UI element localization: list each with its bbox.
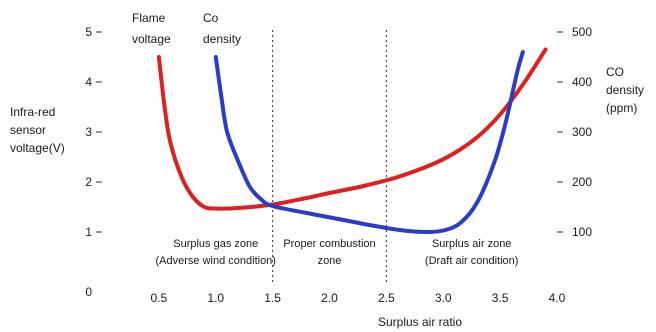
y-left-tick-label: 1: [85, 225, 92, 239]
series-label: voltage: [132, 32, 171, 46]
x-tick-label: 3.5: [492, 291, 509, 305]
zone-label: Surplus gas zone: [173, 238, 258, 250]
x-tick-label: 2.0: [321, 291, 338, 305]
y-right-axis-title: density: [606, 83, 644, 97]
y-right-axis-title: CO: [606, 65, 624, 79]
zone-label: Proper combustion: [283, 238, 375, 250]
zone-label: Surplus air zone: [432, 238, 512, 250]
series-label: density: [203, 32, 241, 46]
x-tick-label: 4.0: [549, 291, 566, 305]
zone-label: (Adverse wind condition): [156, 255, 276, 267]
y-left-axis-title: sensor: [10, 123, 46, 137]
y-left-tick-label: 4: [85, 75, 92, 89]
y-right-tick-label: 500: [572, 25, 592, 39]
y-right-axis-title: (ppm): [606, 101, 637, 115]
x-tick-label: 2.5: [378, 291, 395, 305]
y-right-tick-label: 100: [572, 225, 592, 239]
x-tick-label: 1.5: [264, 291, 281, 305]
series-label: Flame: [132, 11, 166, 25]
y-right-tick-label: 400: [572, 75, 592, 89]
series-line-co-density: [213, 50, 525, 234]
text-layer: 0.5 1.0 1.5 2.0 2.5 3.0 3.5 4.0 0 1 2 3 4 5 100 200 300 4…: [10, 11, 644, 329]
y-left-tick-label: 5: [85, 25, 92, 39]
y-left-tick-label: 3: [85, 125, 92, 139]
series-label: Co: [203, 11, 219, 25]
series-line-flame-voltage: [156, 47, 548, 211]
series-layer: [156, 47, 548, 234]
x-tick-label: 1.0: [207, 291, 224, 305]
axes: [96, 31, 563, 233]
zone-label: zone: [318, 255, 342, 267]
x-tick-label: 0.5: [151, 291, 168, 305]
y-right-tick-label: 200: [572, 175, 592, 189]
y-left-tick-label: 0: [85, 285, 92, 299]
x-tick-label: 3.0: [435, 291, 452, 305]
y-left-tick-label: 2: [85, 175, 92, 189]
x-axis-title: Surplus air ratio: [378, 315, 462, 329]
y-left-axis-title: voltage(V): [10, 141, 65, 155]
y-right-tick-label: 300: [572, 125, 592, 139]
y-left-axis-title: Infra-red: [10, 105, 55, 119]
grid: [272, 30, 387, 282]
zone-label: (Draft air condition): [425, 255, 519, 267]
